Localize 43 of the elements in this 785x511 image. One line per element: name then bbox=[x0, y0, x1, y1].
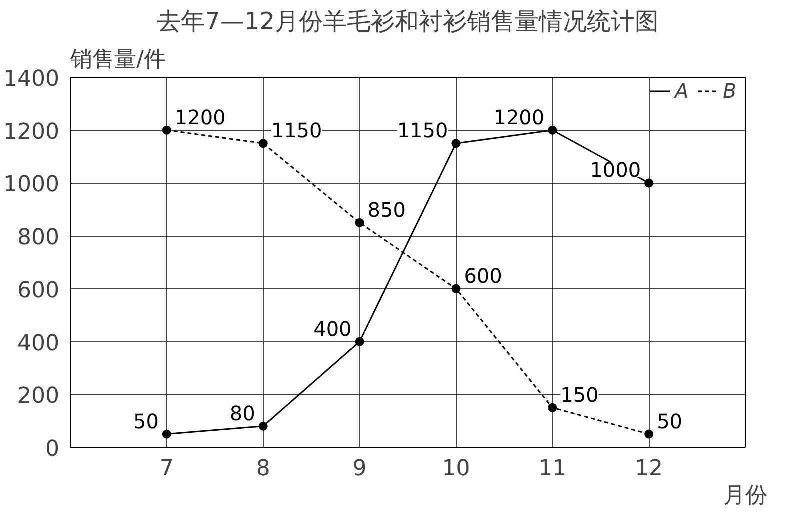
data-label: 600 bbox=[464, 264, 502, 288]
point bbox=[355, 218, 364, 228]
y-tick-label: 1400 bbox=[4, 67, 60, 92]
data-label: 50 bbox=[657, 409, 683, 434]
y-tick-label: 1200 bbox=[4, 120, 60, 145]
x-tick-label: 12 bbox=[635, 456, 664, 482]
y-axis-title: 销售量/件 bbox=[70, 48, 166, 72]
point bbox=[355, 337, 364, 346]
x-tick-label: 11 bbox=[538, 456, 567, 482]
y-tick-label: 600 bbox=[18, 278, 60, 304]
y-tick-label: 800 bbox=[18, 226, 60, 251]
x-tick-label: 8 bbox=[256, 456, 270, 482]
y-tick-label: 0 bbox=[46, 437, 60, 462]
x-tick-label: 10 bbox=[442, 456, 470, 482]
legend-label: B bbox=[723, 79, 738, 103]
data-label: 50 bbox=[133, 409, 159, 434]
legend-label: A bbox=[675, 79, 690, 103]
y-tick-label: 200 bbox=[18, 384, 60, 410]
x-tick-label: 9 bbox=[352, 456, 367, 482]
chart-title: 去年7—12月份羊毛衫和衬衫销售量情况统计图 bbox=[157, 8, 659, 36]
data-label: 1000 bbox=[590, 158, 642, 182]
point bbox=[644, 430, 654, 439]
data-label: 400 bbox=[314, 316, 352, 341]
point bbox=[258, 139, 268, 148]
point bbox=[452, 139, 461, 148]
x-tick-label: 7 bbox=[160, 456, 174, 482]
y-tick-label: 1000 bbox=[4, 172, 60, 198]
data-label: 1200 bbox=[174, 105, 226, 130]
point bbox=[162, 430, 172, 439]
data-label: 850 bbox=[368, 198, 406, 222]
point bbox=[162, 126, 172, 135]
data-label: 1150 bbox=[271, 118, 322, 143]
point bbox=[258, 422, 268, 431]
point bbox=[548, 403, 558, 412]
x-axis-title: 月份 bbox=[724, 484, 768, 508]
point bbox=[452, 284, 461, 294]
y-tick-label: 400 bbox=[18, 331, 60, 356]
data-label: 1200 bbox=[494, 105, 545, 130]
point bbox=[644, 178, 654, 188]
data-label: 150 bbox=[560, 382, 599, 407]
data-label: 80 bbox=[230, 401, 256, 426]
point bbox=[548, 126, 558, 135]
data-label: 1150 bbox=[397, 118, 448, 143]
